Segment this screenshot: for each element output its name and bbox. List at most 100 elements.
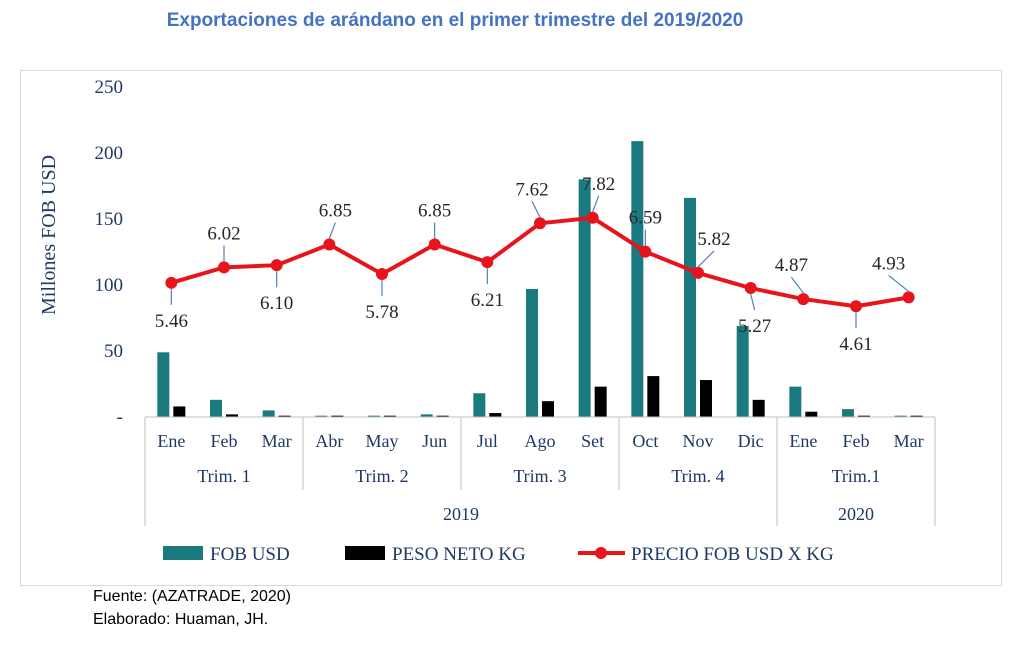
- y-axis-label: Millones FOB USD: [38, 155, 60, 315]
- price-marker: [797, 293, 810, 306]
- price-data-label: 7.62: [515, 179, 548, 200]
- fob-bar: [842, 409, 854, 417]
- x-tick-label: Mar: [894, 431, 924, 451]
- peso-bar: [700, 380, 712, 417]
- x-tick-label: Mar: [262, 431, 292, 451]
- peso-bar: [436, 415, 449, 417]
- quarter-label: Trim. 2: [355, 466, 408, 486]
- x-tick-label: Set: [581, 431, 604, 451]
- x-tick-label: Feb: [843, 431, 870, 451]
- price-marker: [376, 268, 388, 281]
- axes: [144, 416, 936, 526]
- price-marker: [270, 259, 283, 272]
- source-text: Fuente: (AZATRADE, 2020): [93, 588, 291, 605]
- chart-frame: [20, 70, 1002, 586]
- fob-bar: [631, 141, 644, 417]
- quarter-label: Trim.1: [832, 466, 881, 486]
- fob-bar: [736, 325, 749, 417]
- peso-bar: [226, 414, 238, 417]
- price-data-label: 5.82: [697, 229, 730, 250]
- fob-bar: [420, 414, 433, 417]
- price-marker: [850, 300, 862, 313]
- year-label: 2019: [443, 504, 479, 524]
- price-marker: [428, 238, 441, 251]
- data-label-leader: [790, 276, 804, 294]
- price-marker: [744, 282, 757, 295]
- price-data-label: 5.27: [738, 316, 771, 337]
- price-marker: [902, 291, 915, 304]
- fob-bar: [262, 410, 275, 417]
- x-labels: Ene Feb Mar Abr May Jun Jul Ago Set Oct Nov Dic Ene F…: [157, 431, 923, 524]
- x-tick-label: Abr: [315, 431, 343, 451]
- fob-bar: [684, 197, 696, 417]
- price-data-label: 5.78: [365, 302, 398, 323]
- author-text: Elaborado: Huaman, JH.: [93, 611, 269, 628]
- data-label-leader: [328, 222, 336, 239]
- x-tick-label: Jul: [477, 431, 498, 451]
- fob-bar: [157, 352, 170, 417]
- peso-bar: [858, 415, 870, 417]
- price-line: 5.46 6.02 6.10 6.85 5.78 6.85 6.21 7.62 7.82 6.59…: [155, 174, 915, 355]
- price-data-label: 6.02: [207, 223, 240, 244]
- fob-bar: [578, 179, 591, 417]
- price-data-label: 4.93: [872, 253, 905, 274]
- x-tick-label: Ene: [789, 431, 817, 451]
- x-tick-label: Ago: [525, 431, 556, 451]
- y-ticks: 250 200 150 100 50 -: [95, 77, 124, 428]
- price-data-label: 6.59: [629, 208, 662, 229]
- fob-bar: [526, 288, 538, 417]
- legend-swatch-peso: [345, 546, 385, 560]
- price-marker: [323, 238, 336, 251]
- y-tick-label: 200: [95, 143, 124, 164]
- y-tick-label: 50: [104, 341, 123, 362]
- price-data-label: 4.87: [775, 255, 808, 276]
- quarter-label: Trim. 3: [513, 466, 566, 486]
- fob-bar: [473, 393, 486, 417]
- peso-bar: [752, 399, 765, 417]
- data-label-leader: [750, 293, 756, 311]
- quarter-label: Trim. 1: [197, 466, 250, 486]
- x-tick-label: Ene: [157, 431, 185, 451]
- price-data-label: 5.46: [155, 311, 188, 332]
- legend-label-precio: PRECIO FOB USD X KG: [631, 544, 834, 565]
- peso-bar: [384, 415, 396, 417]
- price-marker: [481, 256, 494, 269]
- price-data-label: 6.21: [471, 290, 504, 311]
- legend-label-fob: FOB USD: [210, 544, 290, 565]
- quarter-label: Trim. 4: [671, 466, 724, 486]
- y-tick-label: -: [117, 407, 123, 428]
- x-tick-label: Jun: [422, 431, 447, 451]
- price-data-label: 7.82: [582, 174, 615, 195]
- year-label: 2020: [838, 504, 874, 524]
- fob-bar: [210, 399, 222, 417]
- fob-bar: [789, 386, 802, 417]
- data-label-leader: [531, 201, 541, 218]
- price-marker: [534, 217, 546, 230]
- x-tick-label: May: [366, 431, 399, 451]
- peso-bar: [910, 415, 923, 417]
- data-label-leader: [697, 250, 715, 268]
- peso-bar: [278, 415, 291, 417]
- fob-bar: [368, 415, 380, 417]
- y-tick-label: 250: [95, 77, 124, 98]
- bars: [157, 141, 923, 417]
- y-tick-label: 150: [95, 209, 124, 230]
- x-tick-label: Nov: [683, 431, 714, 451]
- x-tick-label: Oct: [632, 431, 658, 451]
- price-data-label: 6.10: [260, 293, 293, 314]
- peso-bar: [805, 411, 818, 417]
- price-data-label: 6.85: [319, 201, 352, 222]
- data-label-leader: [592, 195, 600, 213]
- legend-marker-precio: [595, 547, 607, 559]
- peso-bar: [173, 406, 186, 417]
- legend-label-peso: PESO NETO KG: [392, 544, 526, 565]
- peso-bar: [331, 415, 344, 417]
- fob-bar: [315, 415, 328, 417]
- peso-bar: [489, 413, 502, 417]
- price-marker: [165, 276, 178, 289]
- chart-title: Exportaciones de arándano en el primer t…: [166, 10, 744, 31]
- legend: FOB USD PESO NETO KG PRECIO FOB USD X KG: [163, 544, 834, 565]
- data-label-leader: [888, 274, 910, 292]
- peso-bar: [594, 386, 607, 417]
